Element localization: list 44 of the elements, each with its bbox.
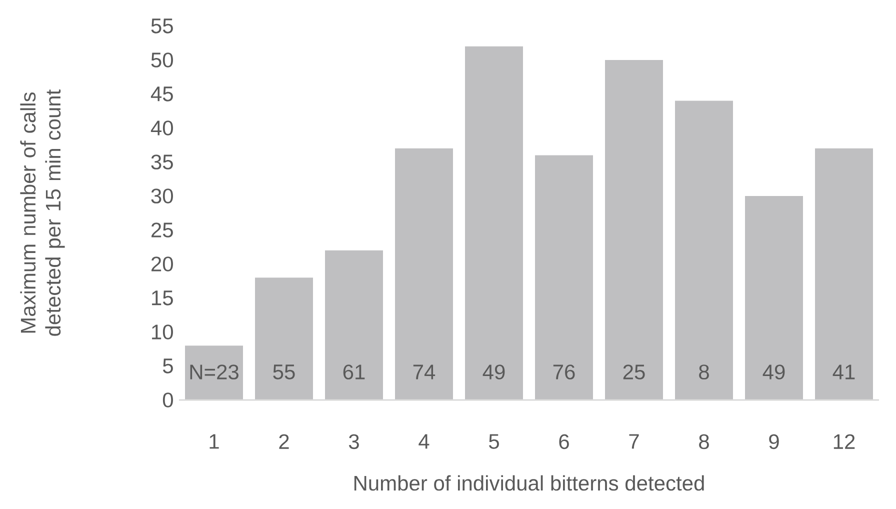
- x-tick-label: 1: [210, 434, 219, 449]
- x-tick-label: 8: [699, 434, 709, 450]
- y-tick-label: 5: [162, 358, 173, 374]
- y-tick-label: 20: [152, 256, 173, 272]
- bar: [745, 196, 804, 400]
- annotation: 76: [553, 364, 575, 380]
- y-tick-label: 30: [151, 188, 173, 204]
- y-tick-label: 55: [151, 18, 173, 34]
- y-tick-label: 45: [150, 86, 173, 102]
- annotation: 49: [762, 364, 785, 380]
- x-tick-label: 5: [489, 434, 499, 449]
- bar: [255, 278, 313, 400]
- annotation: 25: [623, 364, 645, 380]
- annotation: 49: [482, 364, 505, 380]
- annotation: 41: [832, 364, 855, 380]
- bar: [815, 148, 874, 400]
- x-tick-label: 9: [769, 434, 779, 450]
- annotation: 8: [699, 364, 709, 380]
- bar: [675, 100, 734, 400]
- x-tick-label: 12: [834, 434, 855, 449]
- y-tick-label: 10: [152, 324, 173, 340]
- x-axis-title: Number of individual bitterns detected: [354, 475, 704, 491]
- y-tick-label: 0: [162, 392, 173, 408]
- bar: [325, 250, 383, 400]
- x-tick-label: 7: [629, 434, 639, 449]
- y-tick-label: 25: [152, 222, 173, 238]
- y-tick-label: 15: [152, 290, 173, 306]
- y-tick-label: 40: [150, 120, 173, 136]
- bar: [605, 60, 664, 400]
- y-tick-label: 35: [151, 154, 173, 170]
- x-tick-label: 4: [418, 434, 430, 449]
- bar: [185, 346, 243, 400]
- bar: [395, 148, 454, 400]
- annotation: N=23: [190, 364, 238, 380]
- annotation: 61: [343, 364, 365, 380]
- annotation: 55: [273, 364, 295, 380]
- y-axis-title: Maximum number of calls detected per 15 min count: [20, 89, 65, 336]
- x-tick-label: 3: [348, 434, 359, 450]
- bar: [535, 155, 594, 400]
- x-tick-label: 2: [279, 434, 289, 449]
- annotation: 74: [413, 364, 436, 380]
- bar: [465, 46, 524, 400]
- y-tick-label: 50: [151, 52, 173, 68]
- x-tick-label: 6: [559, 434, 569, 450]
